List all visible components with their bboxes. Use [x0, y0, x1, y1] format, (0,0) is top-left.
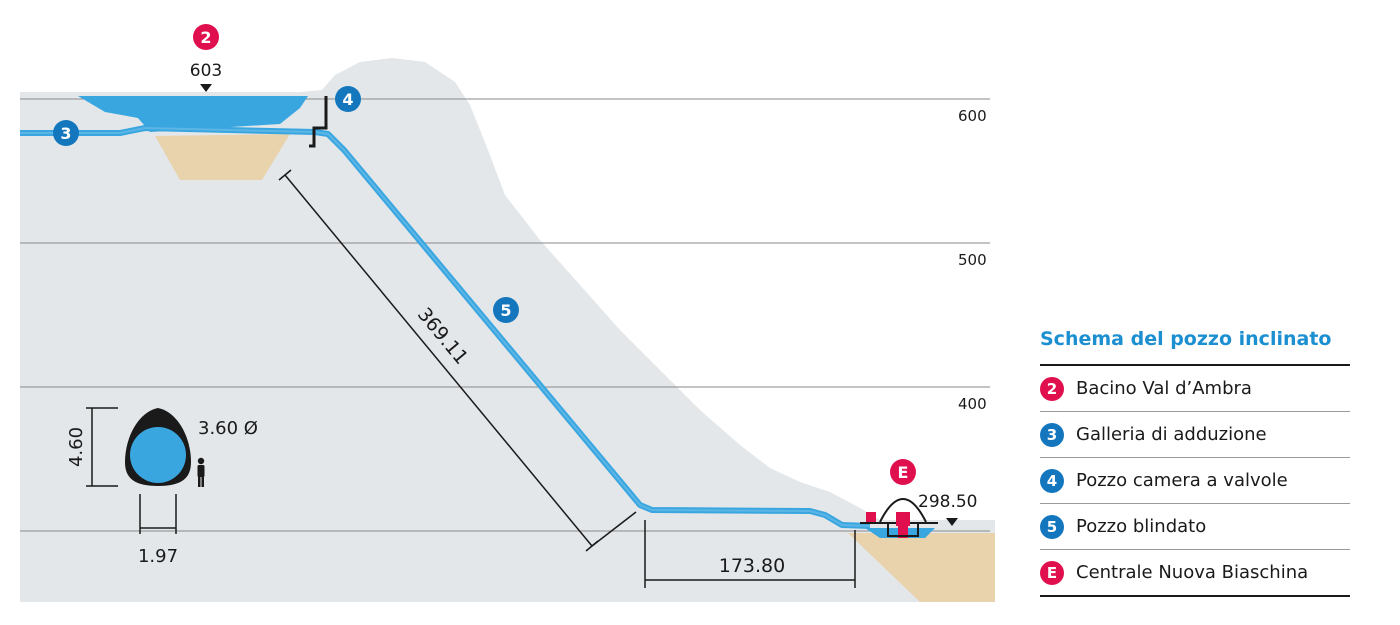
elevation-gridlines: [20, 98, 990, 532]
valve-shaft-symbol: [309, 96, 328, 148]
power-plant: [860, 498, 938, 538]
legend-label-tunnel: Galleria di adduzione: [1076, 424, 1267, 445]
legend-item-reservoir: 2 Bacino Val d’Ambra: [1040, 366, 1350, 411]
legend-badge-3: 3: [1040, 422, 1064, 447]
plant-block-left: [866, 512, 876, 522]
legend-label-penstock: Pozzo blindato: [1076, 516, 1207, 537]
legend-badge-5: 5: [1040, 514, 1064, 539]
legend-item-plant: E Centrale Nuova Biaschina: [1040, 549, 1350, 595]
legend-label-reservoir: Bacino Val d’Ambra: [1076, 378, 1252, 399]
legend-label-plant: Centrale Nuova Biaschina: [1076, 562, 1309, 583]
plant-block-center: [896, 512, 910, 526]
legend: Schema del pozzo inclinato 2 Bacino Val …: [1040, 328, 1350, 597]
badge-5-circle: [493, 297, 519, 323]
badge-2-circle: [193, 24, 219, 50]
legend-item-tunnel: 3 Galleria di adduzione: [1040, 411, 1350, 457]
section-width-label: 1.97: [138, 546, 178, 567]
legend-badge-E: E: [1040, 560, 1064, 585]
reservoir-level-label: 603: [190, 61, 222, 81]
tick-label-400: 400: [958, 395, 987, 413]
reservoir-sediment: [155, 134, 290, 180]
badge-E-text: E: [898, 463, 909, 482]
plant-dome: [879, 498, 927, 523]
horizontal-length-label: 173.80: [719, 555, 785, 577]
legend-title: Schema del pozzo inclinato: [1040, 328, 1332, 350]
level-marker-603: [200, 84, 212, 92]
badge-5-text: 5: [500, 301, 511, 320]
legend-list: 2 Bacino Val d’Ambra 3 Galleria di adduz…: [1040, 364, 1350, 597]
tick-label-600: 600: [958, 107, 987, 125]
pipe-highlight: [20, 126, 871, 527]
section-width-dimension: [139, 494, 177, 534]
legend-badge-4: 4: [1040, 468, 1064, 493]
person-scale-icon: [197, 457, 205, 487]
reservoir-water: [78, 96, 308, 132]
badge-3-circle: [53, 120, 79, 146]
badge-2-text: 2: [200, 28, 211, 47]
legend-badge-2: 2: [1040, 376, 1064, 401]
plant-turbine: [898, 526, 908, 538]
terrain: [20, 58, 995, 602]
section-height-label: 4.60: [66, 427, 87, 467]
plant-sediment: [848, 533, 995, 602]
badge-E-circle: [890, 459, 916, 485]
cross-section-water: [130, 427, 186, 483]
tunnel-cross-section: [125, 408, 191, 486]
section-diameter-label: 3.60 Ø: [198, 418, 258, 439]
legend-item-penstock: 5 Pozzo blindato: [1040, 503, 1350, 549]
badge-3-text: 3: [60, 124, 71, 143]
penstock-length-dimension: [278, 169, 637, 552]
horizontal-length-dimension: [644, 520, 856, 588]
tick-label-500: 500: [958, 251, 987, 269]
badge-4-circle: [335, 86, 361, 112]
legend-item-valve-shaft: 4 Pozzo camera a valvole: [1040, 457, 1350, 503]
legend-label-valve-shaft: Pozzo camera a valvole: [1076, 470, 1288, 491]
plant-level-label: 298.50: [918, 492, 977, 512]
level-marker-298: [946, 518, 958, 526]
badge-4-text: 4: [342, 90, 353, 109]
plant-structure: [887, 522, 919, 537]
section-height-dimension: [86, 407, 118, 487]
